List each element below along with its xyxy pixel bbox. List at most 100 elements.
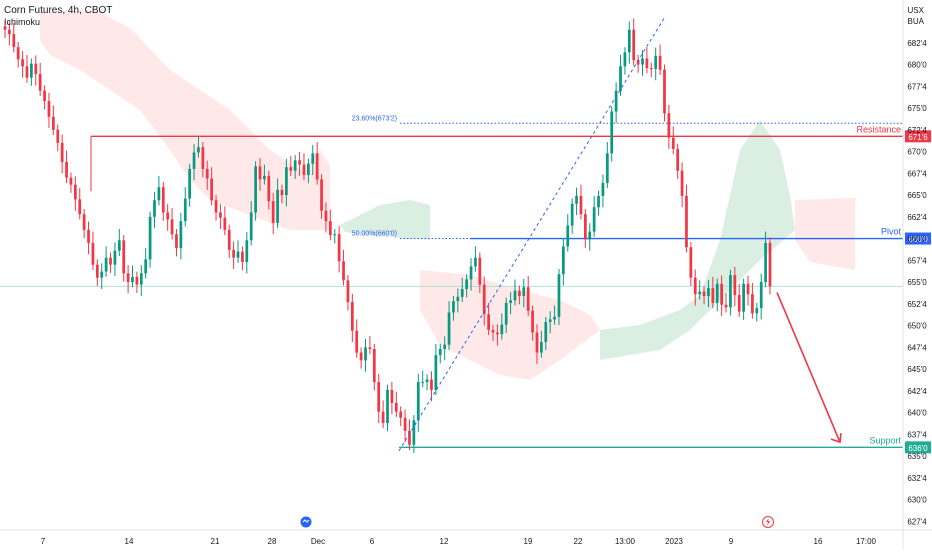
candle [205,160,209,190]
candle [425,374,429,391]
candle [25,54,29,83]
candle-body [236,251,240,258]
candle [482,276,486,326]
candle [430,371,433,402]
x-tick-label: 9 [729,537,734,546]
candle-body [241,251,244,263]
candle-body [474,257,477,267]
candle-body [364,347,367,361]
candle [548,311,552,334]
candle [381,400,385,429]
candle-body [267,175,271,202]
candle-body [500,324,504,335]
candle [315,141,319,185]
candle-body [381,411,385,423]
candle-body [166,212,170,220]
candle [469,258,473,291]
candle-body [210,178,214,201]
candle [249,201,253,246]
candle-body [540,342,543,353]
candle [676,143,680,179]
candle [438,343,442,364]
candle [267,170,271,210]
candle [702,286,706,305]
candle-body [403,417,407,431]
candle [56,124,60,152]
candle-body [641,58,644,65]
x-tick-label: 2023 [665,537,683,546]
candle-body [430,379,433,390]
y-tick-label: 677'4 [907,82,927,91]
candle-body [469,266,473,280]
candle-body [350,302,354,331]
candle-body [513,290,517,301]
candle-body [359,352,363,361]
y-tick-label: 650'0 [907,322,927,331]
candle [522,279,526,308]
candle-body [645,58,649,69]
candle-body [245,240,249,263]
candle-body [425,379,429,383]
candle [377,373,381,423]
cloud-bear [420,270,600,380]
candle [474,246,477,272]
candle [724,293,728,313]
candle-body [557,274,561,317]
candle-body [408,430,411,445]
candle-body [742,283,745,312]
y-axis: 682'4 680'0 677'4 675'0 672'4 670'0 667'4 665'0… [902,0,927,550]
cloud-bear [40,10,330,230]
y-tick-label: 667'4 [907,169,927,178]
candle-body [135,276,139,285]
candle [3,21,7,39]
candle [364,339,367,372]
candle-body [320,179,323,211]
candle [575,187,578,216]
x-tick-label: 12 [440,537,449,546]
candle-body [232,249,235,258]
candle [254,161,257,221]
candle-body [768,242,772,287]
candle [601,174,605,208]
candle-body [258,166,262,180]
resistance-price-badge [905,130,931,143]
candle-body [51,116,55,130]
candle [737,283,741,317]
candle-body [179,221,183,249]
candle-body [60,142,64,162]
candle [306,158,310,184]
candle-body [126,273,130,283]
candle-body [197,147,200,153]
candle-body [87,229,90,243]
candle [311,145,315,176]
candle [636,54,640,73]
candle-body [394,402,398,412]
candle-body [764,242,767,283]
candle [412,415,416,454]
candle [685,184,688,253]
x-tick-label: 16 [814,537,823,546]
candle [342,249,345,286]
candle-body [276,189,279,223]
support-label: Support [869,435,901,445]
candle [359,347,363,369]
candle [768,237,772,295]
candle [104,246,108,277]
candle-body [30,63,33,78]
candle-body [597,195,600,208]
candle-body [619,66,622,91]
candle [122,235,126,282]
candle-body [372,349,376,383]
cloud-bull [340,200,430,240]
candle [192,144,196,181]
y-tick-label: 652'4 [907,300,927,309]
candle-body [416,382,420,421]
candle [16,41,20,68]
candle-body [733,275,737,296]
y-tick-label: 627'4 [907,517,927,526]
candle-body [456,296,460,302]
candle [148,211,152,268]
candle-body [131,276,134,283]
